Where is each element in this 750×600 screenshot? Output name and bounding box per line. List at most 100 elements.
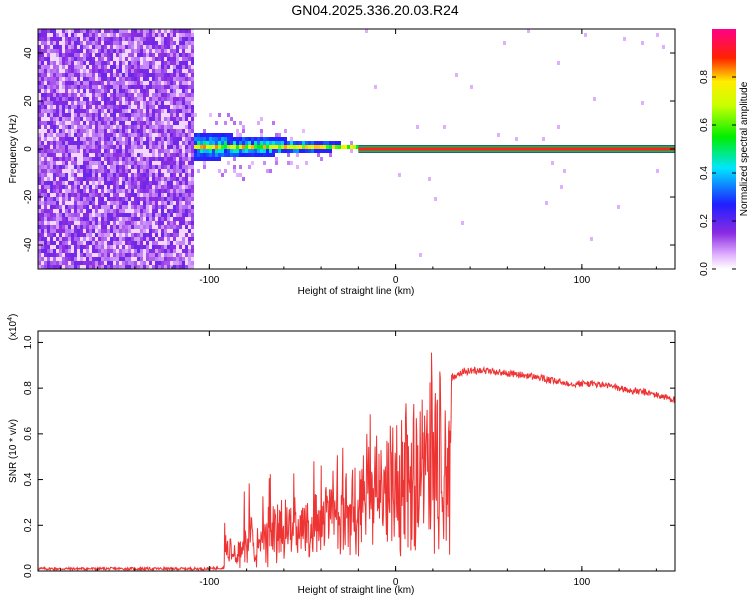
heatmap-cell bbox=[101, 97, 104, 101]
heatmap-cell bbox=[239, 153, 242, 157]
heatmap-cell bbox=[122, 265, 125, 269]
heatmap-cell bbox=[125, 57, 128, 61]
heatmap-cell bbox=[188, 65, 191, 69]
heatmap-cell bbox=[125, 261, 128, 265]
heatmap-cell bbox=[242, 141, 245, 145]
heatmap-cell bbox=[56, 117, 59, 121]
heatmap-cell bbox=[251, 141, 254, 145]
heatmap-cell bbox=[131, 105, 134, 109]
heatmap-cell bbox=[95, 137, 98, 141]
heatmap-cell bbox=[98, 257, 101, 261]
heatmap-cell bbox=[116, 265, 119, 269]
heatmap-cell bbox=[104, 141, 107, 145]
heatmap-cell bbox=[152, 265, 155, 269]
heatmap-cell bbox=[134, 121, 137, 125]
heatmap-cell bbox=[167, 181, 170, 185]
heatmap-cell bbox=[41, 133, 44, 137]
heatmap-cell bbox=[95, 177, 98, 181]
heatmap-cell bbox=[86, 181, 89, 185]
heatmap-cell bbox=[155, 125, 158, 129]
heatmap-cell bbox=[110, 101, 113, 105]
heatmap-cell bbox=[74, 141, 77, 145]
heatmap-cell bbox=[41, 85, 44, 89]
heatmap-cell bbox=[191, 169, 194, 173]
heatmap-cell bbox=[134, 241, 137, 245]
heatmap-cell bbox=[134, 89, 137, 93]
heatmap-cell bbox=[38, 57, 41, 61]
heatmap-cell bbox=[140, 225, 143, 229]
heatmap-cell bbox=[119, 101, 122, 105]
heatmap-cell bbox=[275, 161, 278, 165]
heatmap-cell bbox=[65, 81, 68, 85]
heatmap-cell bbox=[71, 217, 74, 221]
heatmap-cell bbox=[44, 41, 47, 45]
heatmap-cell bbox=[65, 97, 68, 101]
heatmap-cell bbox=[128, 125, 131, 129]
heatmap-cell bbox=[47, 189, 50, 193]
heatmap-cell bbox=[179, 29, 182, 33]
heatmap-cell bbox=[62, 145, 65, 149]
heatmap-cell bbox=[95, 173, 98, 177]
heatmap-cell bbox=[173, 109, 176, 113]
heatmap-cell bbox=[95, 221, 98, 225]
heatmap-cell bbox=[50, 69, 53, 73]
heatmap-cell bbox=[110, 97, 113, 101]
heatmap-cell bbox=[50, 57, 53, 61]
heatmap-cell bbox=[185, 201, 188, 205]
heatmap-cell bbox=[80, 217, 83, 221]
heatmap-cell bbox=[179, 213, 182, 217]
heatmap-cell bbox=[212, 153, 215, 157]
heatmap-cell bbox=[188, 85, 191, 89]
heatmap-cell bbox=[98, 121, 101, 125]
heatmap-cell bbox=[77, 181, 80, 185]
heatmap-cell bbox=[197, 133, 200, 137]
heatmap-cell bbox=[131, 213, 134, 217]
heatmap-cell bbox=[173, 65, 176, 69]
heatmap-cell bbox=[98, 61, 101, 65]
heatmap-cell bbox=[167, 221, 170, 225]
heatmap-cell bbox=[104, 93, 107, 97]
heatmap-cell bbox=[110, 233, 113, 237]
heatmap-cell bbox=[251, 137, 254, 141]
heatmap-cell bbox=[248, 141, 251, 145]
heatmap-cell bbox=[137, 37, 140, 41]
heatmap-cell bbox=[92, 185, 95, 189]
heatmap-cell bbox=[59, 29, 62, 33]
heatmap-cell bbox=[77, 169, 80, 173]
x-tick-label: 100 bbox=[574, 275, 591, 286]
heatmap-cell bbox=[137, 29, 140, 33]
heatmap-cell bbox=[38, 217, 41, 221]
heatmap-cell bbox=[188, 241, 191, 245]
heatmap-cell bbox=[80, 189, 83, 193]
heatmap-cell bbox=[173, 53, 176, 57]
heatmap-cell bbox=[134, 181, 137, 185]
heatmap-cell bbox=[62, 33, 65, 37]
heatmap-cell bbox=[542, 137, 545, 141]
heatmap-cell bbox=[326, 145, 329, 149]
heatmap-cell bbox=[77, 149, 80, 153]
heatmap-cell bbox=[38, 49, 41, 53]
heatmap-cell bbox=[323, 145, 326, 149]
heatmap-cell bbox=[86, 185, 89, 189]
heatmap-cell bbox=[83, 237, 86, 241]
heatmap-cell bbox=[113, 85, 116, 89]
heatmap-cell bbox=[44, 53, 47, 57]
heatmap-cell bbox=[170, 77, 173, 81]
heatmap-cell bbox=[164, 189, 167, 193]
heatmap-cell bbox=[146, 49, 149, 53]
heatmap-cell bbox=[128, 185, 131, 189]
heatmap-cell bbox=[161, 89, 164, 93]
heatmap-cell bbox=[299, 141, 302, 145]
heatmap-cell bbox=[122, 173, 125, 177]
heatmap-cell bbox=[47, 73, 50, 77]
heatmap-cell bbox=[170, 45, 173, 49]
heatmap-cell bbox=[74, 205, 77, 209]
heatmap-cell bbox=[161, 145, 164, 149]
heatmap-cell bbox=[149, 177, 152, 181]
heatmap-cell bbox=[89, 57, 92, 61]
heatmap-cell bbox=[140, 253, 143, 257]
heatmap-cell bbox=[158, 193, 161, 197]
heatmap-cell bbox=[173, 37, 176, 41]
heatmap-cell bbox=[173, 125, 176, 129]
heatmap-cell bbox=[170, 69, 173, 73]
